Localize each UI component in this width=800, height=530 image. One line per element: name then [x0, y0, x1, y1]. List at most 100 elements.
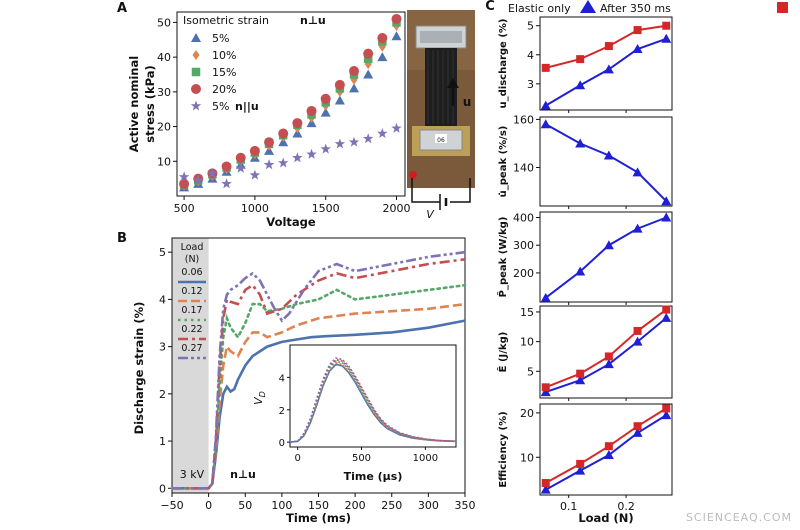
- panel-c5-frame: [539, 403, 673, 496]
- panel-c4-y-tick-label: 10: [520, 336, 534, 349]
- panel-c5-point: [604, 442, 613, 451]
- panel-c3-point: [540, 292, 551, 302]
- panel-c4-point: [540, 387, 551, 397]
- panel-c5-point: [662, 404, 671, 413]
- panel-a-x-tick-label: 2000: [383, 202, 411, 215]
- panel-c3-point: [603, 240, 614, 250]
- panel-a-ylabel-line1: Active nominal: [127, 56, 141, 152]
- panel-c3-point: [575, 266, 586, 276]
- panel-a-point: [334, 95, 345, 105]
- panel-b-legend-title: Load: [181, 242, 204, 253]
- panel-c4-series-line: [545, 308, 667, 389]
- panel-a-legend-label: 5%: [212, 32, 229, 45]
- panel-b-y-tick-label: 1: [159, 435, 166, 448]
- panel-b-series-line: [172, 250, 466, 490]
- panel-c2-point: [540, 119, 551, 129]
- panel-a-legend-label: 10%: [212, 49, 236, 62]
- panel-c-legend-after-label: After 350 ms: [600, 2, 671, 15]
- panel-c5-point: [540, 484, 551, 494]
- panel-b-x-tick-label: 100: [271, 499, 292, 512]
- panel-c3-frame: [539, 211, 673, 303]
- inset-series-line: [289, 358, 457, 443]
- pre-stimulus-shading: [172, 238, 209, 493]
- panel-a-x-tick-label: 1000: [241, 202, 269, 215]
- panel-a-point: [221, 178, 232, 189]
- panel-a-y-tick-label: 20: [157, 121, 171, 134]
- panel-b-y-tick-label: 0: [159, 482, 166, 495]
- panel-label-c: C: [485, 0, 495, 14]
- panel-a-point: [178, 171, 190, 182]
- panel-a-point: [179, 178, 190, 189]
- panel-a-point: [320, 93, 331, 104]
- panel-c4-point: [633, 326, 642, 335]
- panel-c5-ylabel: Efficiency (%): [498, 411, 509, 487]
- panel-a-y-tick-label: 50: [157, 16, 171, 29]
- panel-a-point: [292, 152, 303, 163]
- panel-a-point: [334, 79, 345, 90]
- panel-a-legend-marker: [192, 50, 200, 60]
- inset-ylabel-subscript: D: [258, 391, 267, 397]
- panel-a-point: [278, 157, 289, 168]
- panel-a-point: [235, 162, 246, 173]
- panel-b-series-line: [172, 258, 466, 490]
- panel-c5-point: [633, 422, 642, 431]
- panel-c5-point: [541, 479, 550, 488]
- inset-x-tick-label: 0: [294, 453, 300, 464]
- panel-a-point: [349, 83, 360, 93]
- panel-c4-point: [576, 369, 585, 378]
- panel-a-point: [306, 148, 317, 159]
- panel-c4-y-tick-label: 5: [527, 365, 534, 378]
- panel-c3-y-tick-label: 300: [513, 239, 534, 252]
- inset-x-tick-label: 500: [352, 453, 371, 464]
- panel-a-point: [363, 48, 374, 59]
- panel-a-point: [377, 128, 388, 138]
- panel-a-point: [349, 66, 360, 77]
- panel-c5-y-tick-label: 10: [520, 451, 534, 464]
- panel-c3-ylabel: P̂_peak (W/kg): [496, 217, 509, 298]
- panel-a-point: [292, 118, 303, 129]
- panel-a-xlabel: Voltage: [266, 215, 316, 229]
- panel-b-x-tick-label: 50: [238, 499, 252, 512]
- panel-a-point: [320, 143, 331, 154]
- panel-a-point: [362, 133, 374, 144]
- panel-c-legend-after-marker: [777, 2, 788, 13]
- panel-c4-point: [603, 359, 614, 369]
- panel-a-legend-marker: [190, 100, 202, 111]
- inset-series-line: [289, 360, 457, 443]
- panel-c3-point: [661, 212, 672, 222]
- panel-b-x-tick-label: 0: [205, 499, 212, 512]
- panel-c5-x-tick-label: 0.1: [560, 500, 578, 513]
- panel-a-x-tick-label: 1500: [312, 202, 340, 215]
- panel-b-ylabel: Discharge strain (%): [132, 302, 146, 435]
- device-photo: 06 u V: [407, 10, 475, 221]
- inset-y-tick-label: 2: [279, 406, 285, 417]
- panel-c1-y-tick-label: 5: [527, 20, 534, 33]
- panel-c2-ylabel: u̇_peak (%/s): [497, 126, 509, 198]
- panel-c1-y-tick-label: 4: [527, 49, 534, 62]
- inset-y-tick-label: 4: [279, 373, 285, 384]
- upper-clamp-inner: [420, 31, 462, 43]
- panel-b-annotation-voltage: 3 kV: [180, 468, 205, 481]
- panel-a-point: [377, 33, 388, 44]
- panel-a-point: [249, 145, 260, 156]
- panel-c5-series-line: [545, 414, 667, 491]
- panel-a-legend-marker: [191, 84, 201, 94]
- panel-b-y-tick-label: 4: [159, 293, 166, 306]
- panel-a-ylabel-line2: stress (kPa): [143, 65, 157, 143]
- panel-c2-y-tick-label: 140: [513, 162, 534, 175]
- panel-c1-frame: [539, 16, 673, 111]
- panel-c5-point: [603, 450, 614, 460]
- panel-b-y-tick-label: 2: [159, 388, 166, 401]
- panel-c1-point: [576, 55, 585, 64]
- u-arrow-head: [447, 78, 459, 88]
- panel-c5-point: [575, 465, 586, 475]
- panel-a-legend-marker: [191, 33, 201, 42]
- panel-b-legend-label: 0.17: [181, 305, 202, 316]
- panel-b-xlabel: Time (ms): [286, 511, 351, 525]
- panel-a-point: [263, 159, 275, 170]
- panel-b-x-tick-label: −50: [160, 499, 183, 512]
- panel-b-legend-title-unit: (N): [185, 254, 200, 265]
- inset-frame: [289, 344, 457, 448]
- panel-c1-point: [540, 100, 551, 110]
